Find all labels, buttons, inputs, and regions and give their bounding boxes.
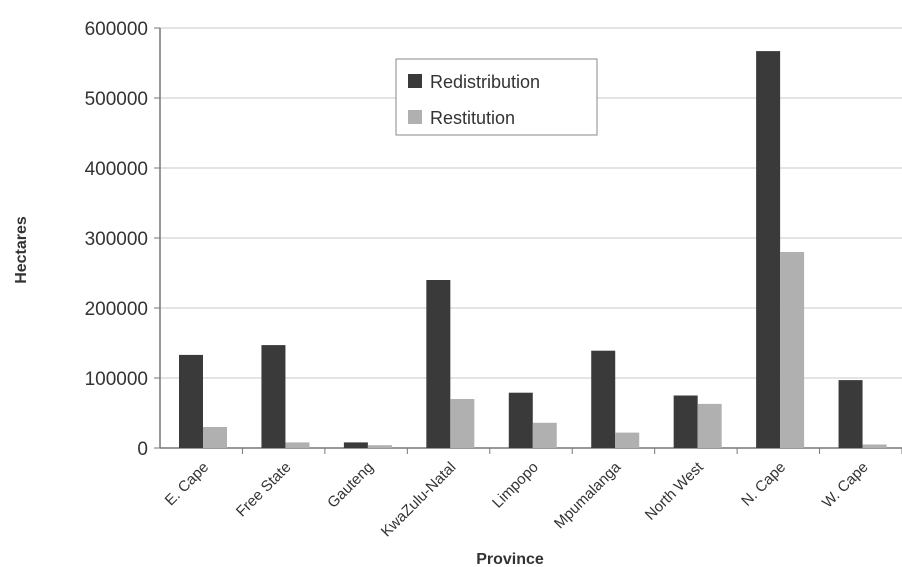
y-axis-title: Hectares [13,216,30,284]
y-axis-ticks: 0 100000 200000 300000 400000 500000 600000 [85,19,148,460]
x-tick-label: E. Cape [162,459,212,509]
bar-restitution [862,444,887,448]
legend-swatch-redistribution [408,74,422,88]
bar-redistribution [591,350,616,448]
bar-restitution [615,432,640,448]
bar-restitution [285,442,310,448]
y-tick-label: 500000 [85,89,148,110]
y-tick-label: 200000 [85,299,148,320]
y-tick-label: 400000 [85,159,148,180]
bar-restitution [532,422,557,448]
x-tick-label: Mpumalanga [551,458,625,532]
x-tick-label: Free State [233,459,295,521]
legend-box [395,58,598,136]
x-axis-title: Province [476,551,544,567]
bar-redistribution [343,442,368,448]
bar-redistribution [426,280,451,448]
y-tick-label: 300000 [85,229,148,250]
bar-redistribution [756,51,781,448]
y-tick-label: 100000 [85,369,148,390]
bar-restitution [780,252,805,448]
x-axis-ticks: E. Cape Free State Gauteng KwaZulu-Natal Lim… [162,458,872,540]
y-tick-label: 0 [137,439,148,460]
legend: Redistribution Restitution [395,58,598,136]
bars [179,51,887,448]
x-tick-label: N. Cape [738,459,789,510]
legend-swatch-restitution [408,110,422,124]
bar-restitution [367,445,392,448]
bar-restitution [697,403,722,448]
x-tick-label: W. Cape [819,459,872,512]
bar-redistribution [508,392,533,448]
legend-label-redistribution: Redistribution [430,72,540,92]
x-tick-label: Limpopo [489,459,542,512]
bar-redistribution [261,345,286,448]
legend-label-restitution: Restitution [430,108,515,128]
bar-restitution [450,399,475,448]
bar-restitution [203,427,227,448]
x-tick-label: KwaZulu-Natal [378,459,460,541]
bar-redistribution [673,395,698,448]
x-tick-label: North West [642,458,707,523]
bar-redistribution [838,380,863,448]
bar-redistribution [179,354,203,448]
y-tick-label: 600000 [85,19,148,40]
x-tick-label: Gauteng [324,459,377,512]
